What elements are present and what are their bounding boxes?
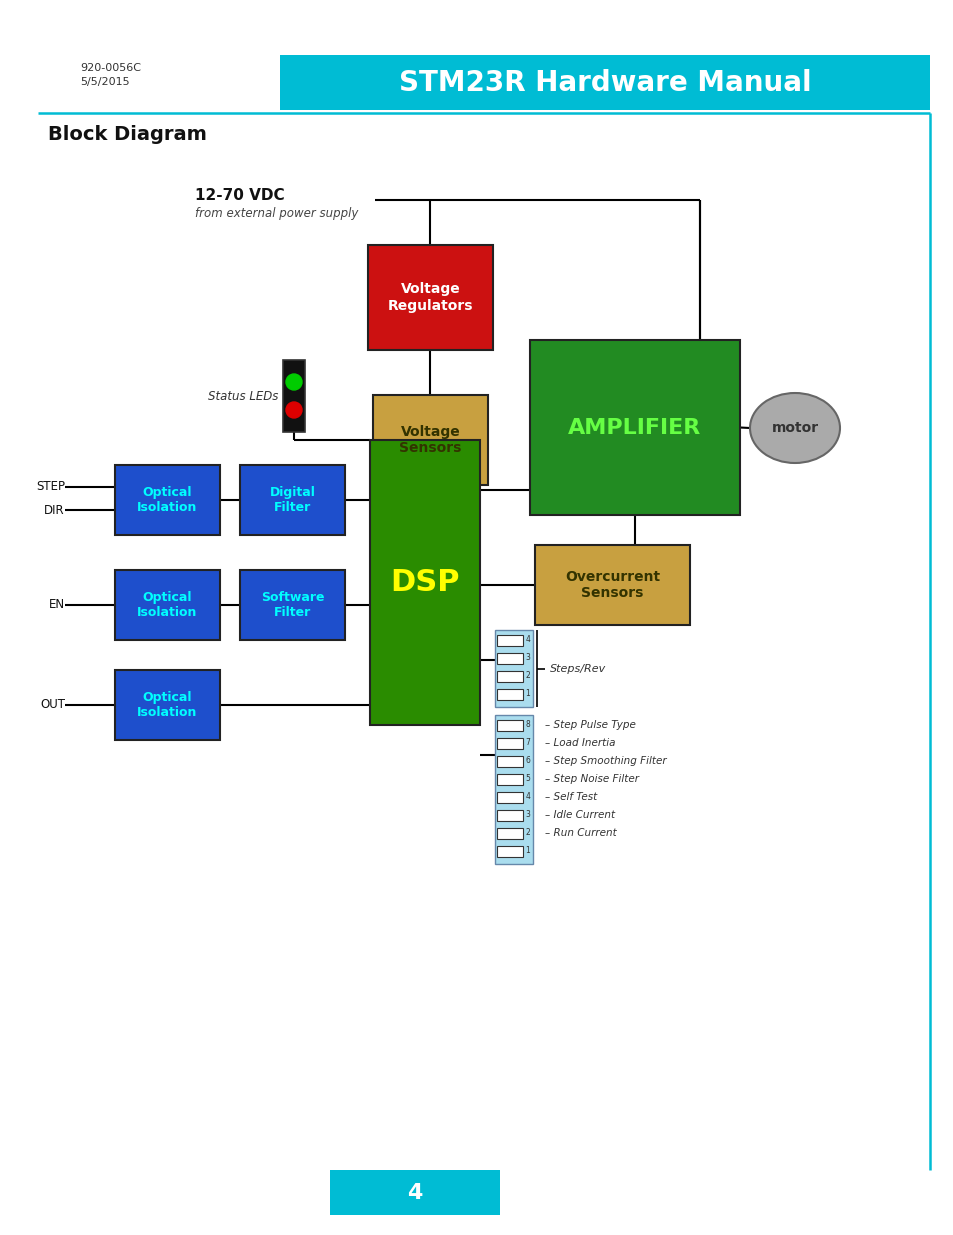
Text: – Idle Current: – Idle Current — [544, 809, 615, 820]
FancyBboxPatch shape — [497, 739, 522, 748]
FancyBboxPatch shape — [240, 466, 345, 535]
Text: 4: 4 — [525, 792, 530, 802]
FancyBboxPatch shape — [283, 359, 305, 432]
Text: DSP: DSP — [390, 568, 459, 597]
Text: 7: 7 — [525, 739, 530, 747]
FancyBboxPatch shape — [497, 792, 522, 803]
FancyBboxPatch shape — [330, 1170, 499, 1215]
FancyBboxPatch shape — [240, 571, 345, 640]
FancyBboxPatch shape — [497, 774, 522, 785]
Text: 5: 5 — [525, 774, 530, 783]
Text: Optical
Isolation: Optical Isolation — [137, 692, 197, 719]
Text: EN: EN — [49, 599, 65, 611]
FancyBboxPatch shape — [497, 653, 522, 664]
Circle shape — [286, 374, 302, 390]
Text: 12-70 VDC: 12-70 VDC — [194, 188, 284, 203]
Text: – Step Noise Filter: – Step Noise Filter — [544, 773, 639, 783]
Text: Steps/Rev: Steps/Rev — [550, 663, 605, 673]
FancyBboxPatch shape — [497, 756, 522, 767]
Text: 6: 6 — [525, 756, 530, 764]
FancyBboxPatch shape — [497, 689, 522, 700]
Text: Software
Filter: Software Filter — [260, 592, 324, 619]
Circle shape — [286, 403, 302, 417]
Text: motor: motor — [771, 421, 818, 435]
FancyBboxPatch shape — [497, 846, 522, 857]
Text: AMPLIFIER: AMPLIFIER — [568, 417, 700, 437]
Text: from external power supply: from external power supply — [194, 206, 358, 220]
Text: 3: 3 — [525, 653, 530, 662]
FancyBboxPatch shape — [373, 395, 488, 485]
Text: STM23R Hardware Manual: STM23R Hardware Manual — [398, 69, 810, 98]
Text: Optical
Isolation: Optical Isolation — [137, 592, 197, 619]
FancyBboxPatch shape — [115, 671, 220, 740]
FancyBboxPatch shape — [535, 545, 689, 625]
Text: DIR: DIR — [45, 504, 65, 516]
Ellipse shape — [749, 393, 840, 463]
Text: OUT: OUT — [40, 699, 65, 711]
Text: – Step Pulse Type: – Step Pulse Type — [544, 720, 636, 730]
Text: STEP: STEP — [36, 480, 65, 494]
Text: Optical
Isolation: Optical Isolation — [137, 487, 197, 514]
Text: 920-0056C: 920-0056C — [80, 63, 141, 73]
FancyBboxPatch shape — [115, 466, 220, 535]
Text: – Step Smoothing Filter: – Step Smoothing Filter — [544, 756, 666, 766]
Text: Digital
Filter: Digital Filter — [270, 487, 315, 514]
Text: 4: 4 — [525, 635, 530, 643]
FancyBboxPatch shape — [115, 571, 220, 640]
Text: 4: 4 — [407, 1183, 422, 1203]
Text: 1: 1 — [525, 689, 530, 698]
FancyBboxPatch shape — [497, 671, 522, 682]
FancyBboxPatch shape — [495, 715, 533, 864]
FancyBboxPatch shape — [368, 245, 493, 350]
Text: Overcurrent
Sensors: Overcurrent Sensors — [564, 569, 659, 600]
Text: 3: 3 — [525, 810, 530, 819]
FancyBboxPatch shape — [497, 635, 522, 646]
Text: Voltage
Sensors: Voltage Sensors — [399, 425, 461, 456]
Text: 5/5/2015: 5/5/2015 — [80, 77, 130, 86]
Text: 8: 8 — [525, 720, 530, 729]
Text: Voltage
Regulators: Voltage Regulators — [387, 283, 473, 312]
FancyBboxPatch shape — [280, 56, 929, 110]
Text: 1: 1 — [525, 846, 530, 855]
FancyBboxPatch shape — [495, 630, 533, 706]
Text: – Run Current: – Run Current — [544, 827, 616, 837]
Text: Status LEDs: Status LEDs — [208, 389, 277, 403]
FancyBboxPatch shape — [370, 440, 479, 725]
Text: Block Diagram: Block Diagram — [48, 126, 207, 144]
FancyBboxPatch shape — [497, 810, 522, 821]
Text: 2: 2 — [525, 671, 530, 680]
Text: – Load Inertia: – Load Inertia — [544, 737, 615, 747]
FancyBboxPatch shape — [497, 827, 522, 839]
FancyBboxPatch shape — [530, 340, 740, 515]
Text: – Self Test: – Self Test — [544, 792, 597, 802]
Text: 2: 2 — [525, 827, 530, 837]
FancyBboxPatch shape — [497, 720, 522, 731]
